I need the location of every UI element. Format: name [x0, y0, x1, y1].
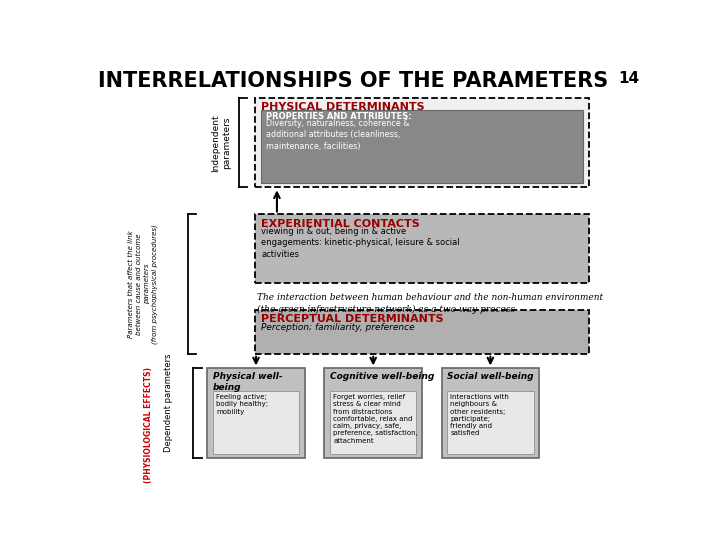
Text: 14: 14	[618, 71, 639, 86]
Text: PERCEPTUAL DETERMINANTS: PERCEPTUAL DETERMINANTS	[261, 314, 444, 325]
Text: EXPERIENTIAL CONTACTS: EXPERIENTIAL CONTACTS	[261, 219, 420, 228]
Text: Diversity, naturalness, coherence &
additional attributes (cleanliness,
maintena: Diversity, naturalness, coherence & addi…	[266, 119, 409, 151]
Text: viewing in & out, being in & active
engagements: kinetic-physical, leisure & soc: viewing in & out, being in & active enga…	[261, 227, 460, 259]
Text: INTERRELATIONSHIPS OF THE PARAMETERS: INTERRELATIONSHIPS OF THE PARAMETERS	[99, 71, 608, 91]
FancyBboxPatch shape	[255, 98, 590, 187]
Text: Independent
parameters: Independent parameters	[211, 114, 232, 172]
FancyBboxPatch shape	[255, 214, 590, 283]
Text: PHYSICAL DETERMINANTS: PHYSICAL DETERMINANTS	[261, 102, 425, 112]
Text: Dependent parameters: Dependent parameters	[163, 353, 173, 452]
Text: Forget worries, relief
stress & clear mind
from distractions
comfortable, relax : Forget worries, relief stress & clear mi…	[333, 394, 418, 444]
Text: PROPERTIES AND ATTRIBUTES:: PROPERTIES AND ATTRIBUTES:	[266, 112, 411, 121]
Text: The interaction between human behaviour and the non-human environment
(the green: The interaction between human behaviour …	[258, 294, 603, 314]
FancyBboxPatch shape	[330, 391, 416, 454]
FancyBboxPatch shape	[447, 391, 534, 454]
FancyBboxPatch shape	[255, 310, 590, 354]
FancyBboxPatch shape	[324, 368, 422, 458]
Text: Feeling active;
bodily healthy;
mobility: Feeling active; bodily healthy; mobility	[216, 394, 269, 415]
FancyBboxPatch shape	[207, 368, 305, 458]
Text: Social well-being: Social well-being	[447, 372, 534, 381]
Text: Parameters that affect the link
between cause and outcome
parameters
(from psych: Parameters that affect the link between …	[128, 224, 158, 344]
FancyBboxPatch shape	[441, 368, 539, 458]
FancyBboxPatch shape	[213, 391, 300, 454]
Text: Cognitive well-being: Cognitive well-being	[330, 372, 434, 381]
FancyBboxPatch shape	[261, 110, 582, 183]
Text: (PHYSIOLOGICAL EFFECTS): (PHYSIOLOGICAL EFFECTS)	[144, 367, 153, 483]
Text: Physical well-
being: Physical well- being	[213, 372, 282, 392]
Text: Perception; familiarity, preference: Perception; familiarity, preference	[261, 322, 415, 332]
Text: Interactions with
neighbours &
other residents;
participate;
friendly and
satisf: Interactions with neighbours & other res…	[451, 394, 509, 436]
